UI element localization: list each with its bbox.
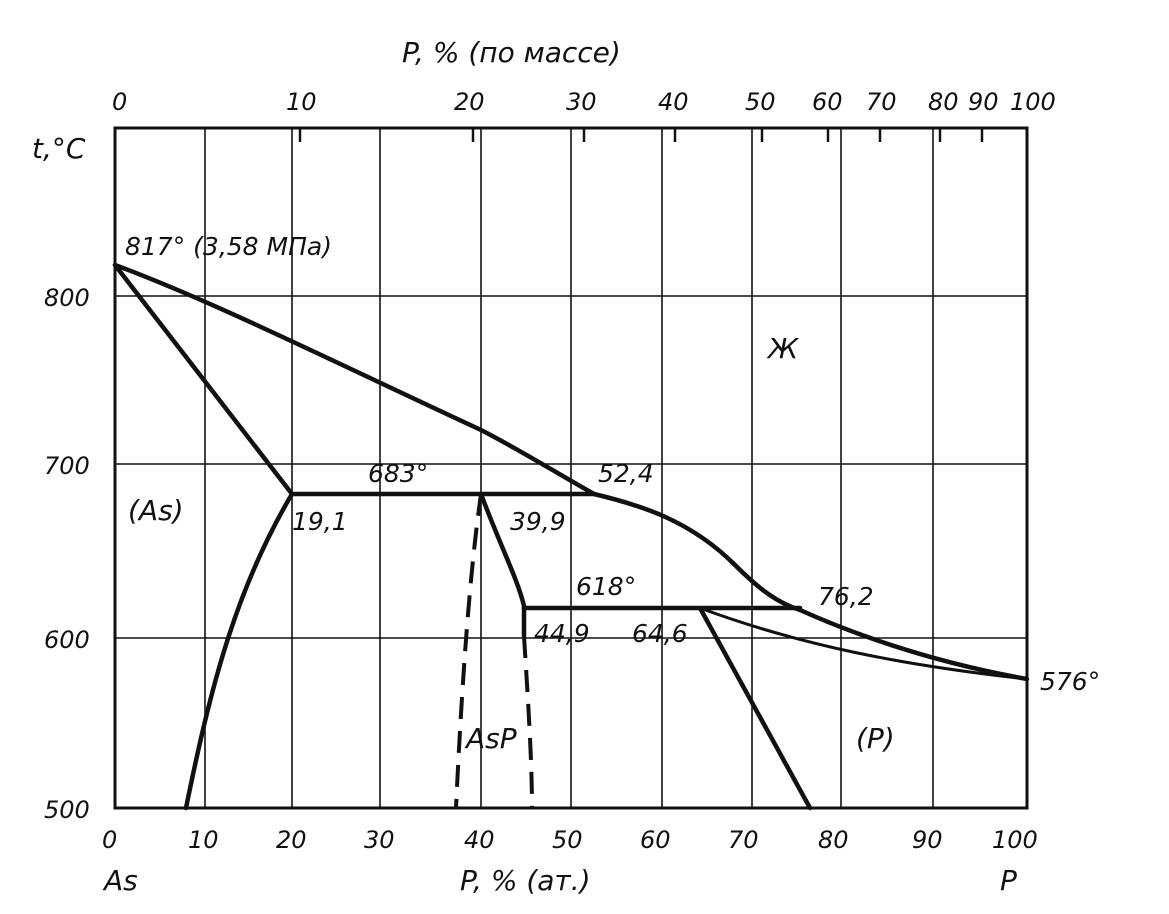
p-solidus — [699, 606, 1028, 681]
bottom-tick-label: 60 — [640, 826, 671, 854]
bottom-tick-labels: 0 10 20 30 40 50 60 70 80 90 100 — [102, 826, 1038, 854]
annotations: 817° (3,58 МПа) 576° 683° 19,1 39,9 52,4… — [125, 232, 1100, 696]
asp-compound-label: AsP — [464, 722, 517, 755]
y-tick-labels: 800 700 600 500 — [44, 284, 90, 824]
y-tick-label: 700 — [44, 452, 90, 480]
y-axis-title: t,°C — [32, 132, 86, 165]
left-element-label: As — [102, 864, 138, 897]
as-solid-region-label: (As) — [128, 494, 184, 527]
as-melting-point-label: 817° (3,58 МПа) — [125, 232, 332, 261]
asp-right-boundary — [478, 491, 527, 639]
eutectic-mid-composition: 39,9 — [510, 507, 566, 536]
bottom-tick-label: 20 — [276, 826, 307, 854]
top-tick-label: 70 — [866, 88, 897, 116]
top-axis-title: P, % (по массе) — [402, 36, 621, 69]
liquidus-right — [591, 491, 1030, 682]
bottom-axis-title: P, % (ат.) — [460, 864, 591, 897]
asp-right-dashed — [522, 635, 534, 809]
as-solidus — [112, 262, 295, 497]
right-element-label: P — [1000, 864, 1017, 897]
peritectic-left-composition: 44,9 — [534, 619, 590, 648]
eutectic-liquid-composition: 52,4 — [598, 459, 654, 488]
bottom-tick-label: 40 — [464, 826, 495, 854]
bottom-tick-label: 90 — [912, 826, 943, 854]
phase-boundaries — [112, 262, 1030, 811]
eutectic-left-composition: 19,1 — [292, 507, 348, 536]
bottom-tick-label: 0 — [102, 826, 117, 854]
plot-frame — [113, 126, 1029, 810]
peritectic-liquid-composition: 76,2 — [818, 582, 874, 611]
eutectic-temperature-label: 683° — [368, 459, 428, 488]
top-tick-label: 20 — [454, 88, 485, 116]
liquidus-left — [112, 262, 597, 497]
y-tick-label: 500 — [44, 796, 90, 824]
peritectic-mid-composition: 64,6 — [632, 619, 688, 648]
top-axis-ticks — [298, 128, 984, 142]
peritectic-temperature-label: 618° — [576, 572, 636, 601]
bottom-tick-label: 80 — [818, 826, 849, 854]
bottom-tick-label: 50 — [552, 826, 583, 854]
grid — [115, 128, 1027, 808]
top-tick-labels: 0 10 20 30 40 50 60 70 80 90 100 — [112, 88, 1056, 116]
y-tick-label: 600 — [44, 626, 90, 654]
top-tick-label: 0 — [112, 88, 127, 116]
bottom-tick-label: 30 — [364, 826, 395, 854]
top-tick-label: 60 — [812, 88, 843, 116]
bottom-tick-label: 70 — [728, 826, 759, 854]
top-tick-label: 30 — [566, 88, 597, 116]
top-tick-label: 100 — [1010, 88, 1056, 116]
asp-left-dashed — [454, 493, 483, 809]
top-tick-label: 10 — [286, 88, 317, 116]
phase-regions: Ж (As) AsP (P) — [128, 332, 895, 755]
top-tick-label: 90 — [968, 88, 999, 116]
top-tick-label: 80 — [928, 88, 959, 116]
top-tick-label: 40 — [658, 88, 689, 116]
p-solid-region-label: (P) — [856, 722, 895, 755]
liquid-region-label: Ж — [766, 332, 800, 365]
bottom-tick-label: 100 — [992, 826, 1038, 854]
as-solvus — [183, 491, 295, 811]
top-tick-label: 50 — [745, 88, 776, 116]
p-melting-point-label: 576° — [1040, 667, 1100, 696]
y-tick-label: 800 — [44, 284, 90, 312]
bottom-tick-label: 10 — [188, 826, 219, 854]
p-solvus — [697, 605, 813, 811]
